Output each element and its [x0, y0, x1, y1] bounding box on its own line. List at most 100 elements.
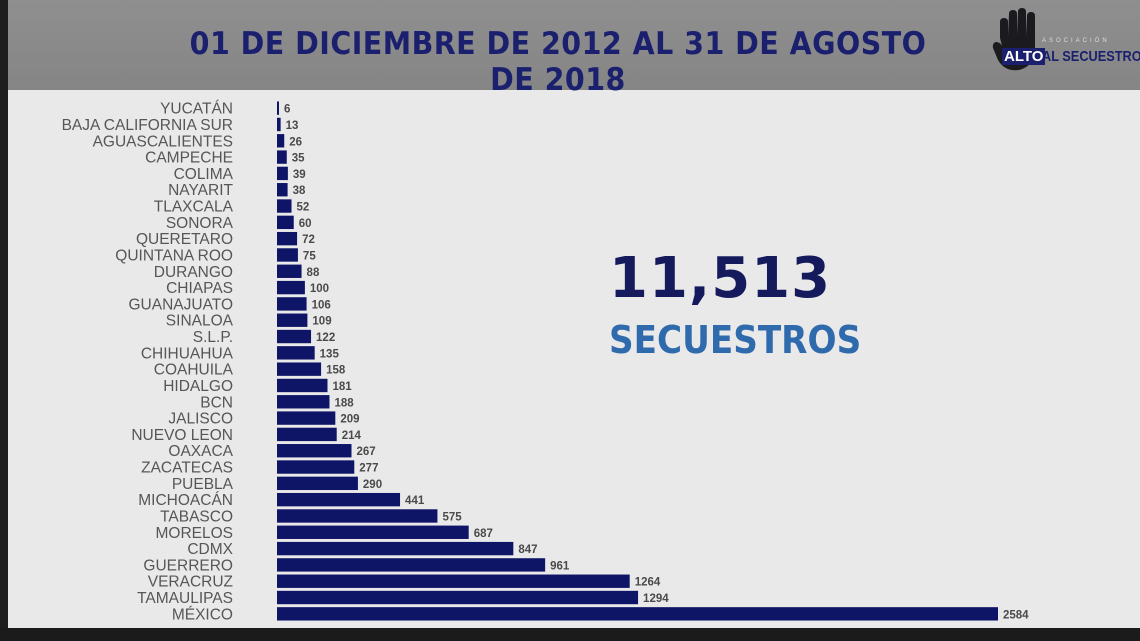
bar	[277, 362, 322, 376]
bar	[277, 134, 285, 148]
total-count: 11,513	[609, 246, 832, 311]
bar	[277, 378, 328, 393]
category-label: COLIMA	[174, 166, 234, 183]
value-label: 181	[333, 381, 353, 393]
bar	[277, 574, 630, 588]
category-label: BCN	[200, 394, 233, 411]
value-label: 122	[316, 332, 335, 344]
bar	[277, 590, 639, 605]
bar	[277, 329, 312, 344]
category-label: AGUASCALIENTES	[93, 133, 233, 150]
category-label: NAYARIT	[168, 182, 233, 199]
bar	[277, 395, 330, 409]
bar	[277, 117, 281, 132]
bar	[277, 525, 469, 539]
category-label: YUCATÁN	[160, 101, 233, 118]
value-label: 52	[297, 202, 310, 214]
category-label: TLAXCALA	[154, 199, 234, 216]
value-label: 847	[518, 544, 537, 556]
logo-subtitle: ASOCIACIÓN	[1042, 38, 1110, 44]
value-label: 2584	[1003, 609, 1029, 621]
category-label: NUEVO LEON	[131, 427, 233, 444]
value-label: 109	[312, 316, 331, 328]
bar	[277, 427, 337, 442]
bar	[277, 444, 352, 458]
value-label: 277	[359, 463, 378, 475]
bar	[277, 607, 998, 621]
page-title: 01 DE DICIEMBRE DE 2012 AL 31 DE AGOSTO …	[189, 26, 927, 98]
value-label: 72	[302, 234, 315, 246]
value-label: 26	[289, 136, 302, 148]
value-label: 188	[334, 397, 354, 409]
header-bar: 01 DE DICIEMBRE DE 2012 AL 31 DE AGOSTO …	[8, 0, 1140, 98]
value-label: 214	[342, 430, 362, 442]
bar	[277, 199, 292, 213]
value-label: 158	[326, 365, 346, 377]
bar	[277, 411, 336, 425]
value-label: 1294	[643, 593, 669, 605]
value-label: 38	[293, 185, 306, 197]
category-label: SONORA	[166, 215, 234, 232]
category-label: MORELOS	[155, 525, 233, 542]
value-label: 961	[550, 560, 570, 572]
logo: ASOCIACIÓN ALTO AL SECUESTRO	[990, 8, 1140, 74]
bar	[277, 264, 302, 278]
value-label: 209	[340, 414, 359, 426]
bar	[277, 476, 358, 491]
logo-alto-badge: ALTO	[1002, 48, 1046, 65]
bar	[277, 346, 315, 360]
category-label: TAMAULIPAS	[137, 590, 233, 607]
value-label: 6	[284, 104, 290, 116]
category-label: HIDALGO	[163, 378, 233, 395]
bar	[277, 183, 288, 197]
value-label: 106	[312, 299, 331, 311]
category-label: TABASCO	[160, 508, 233, 525]
category-label: BAJA CALIFORNIA SUR	[62, 117, 233, 134]
category-label: QUINTANA ROO	[115, 247, 233, 264]
value-label: 39	[293, 169, 306, 181]
category-label: CHIAPAS	[166, 280, 233, 297]
category-label: PUEBLA	[172, 476, 234, 493]
category-label: OAXACA	[168, 443, 233, 460]
bar	[277, 313, 308, 327]
bar	[277, 541, 514, 556]
value-label: 13	[286, 120, 299, 132]
value-label: 135	[320, 348, 340, 360]
bar	[277, 101, 279, 115]
category-label: CHIHUAHUA	[141, 345, 234, 362]
bottom-bar	[0, 628, 1140, 641]
value-label: 60	[299, 218, 312, 230]
category-label: COAHUILA	[154, 362, 234, 379]
bar	[277, 297, 307, 311]
bar	[277, 460, 355, 474]
category-label: VERACRUZ	[148, 574, 233, 591]
bar	[277, 492, 401, 507]
value-label: 1264	[635, 577, 661, 589]
value-label: 267	[357, 446, 376, 458]
category-label: MÉXICO	[172, 606, 233, 623]
value-label: 88	[307, 267, 320, 279]
value-label: 100	[310, 283, 329, 295]
category-label: ZACATECAS	[141, 460, 233, 477]
category-label: CAMPECHE	[145, 150, 233, 167]
bar	[277, 558, 546, 572]
value-label: 75	[303, 250, 316, 262]
bar	[277, 231, 298, 246]
category-label: DURANGO	[154, 264, 233, 281]
bar	[277, 215, 294, 230]
category-label: JALISCO	[168, 411, 233, 428]
category-label: S.L.P.	[193, 329, 233, 346]
category-label: CDMX	[187, 541, 233, 558]
category-label: MICHOACÁN	[138, 492, 233, 509]
value-label: 575	[442, 511, 462, 523]
bar	[277, 248, 298, 262]
bar	[277, 280, 305, 295]
category-label: SINALOA	[166, 313, 234, 330]
value-label: 35	[292, 153, 305, 165]
slide-background	[8, 0, 1140, 641]
bar	[277, 150, 287, 164]
total-label: SECUESTROS	[609, 318, 862, 362]
value-label: 441	[405, 495, 425, 507]
value-label: 290	[363, 479, 382, 491]
